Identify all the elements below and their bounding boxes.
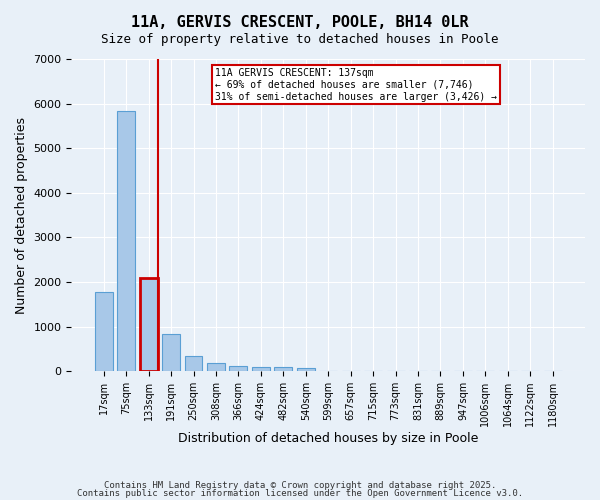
Bar [185, 356, 202, 371]
Bar [297, 368, 315, 371]
Text: Size of property relative to detached houses in Poole: Size of property relative to detached ho… [101, 32, 499, 46]
Text: 11A GERVIS CRESCENT: 137sqm
← 69% of detached houses are smaller (7,746)
31% of : 11A GERVIS CRESCENT: 137sqm ← 69% of det… [215, 68, 497, 102]
Bar [207, 362, 225, 371]
Bar [252, 367, 270, 371]
Y-axis label: Number of detached properties: Number of detached properties [15, 116, 28, 314]
Text: Contains public sector information licensed under the Open Government Licence v3: Contains public sector information licen… [77, 488, 523, 498]
Bar [229, 366, 247, 371]
Text: Contains HM Land Registry data © Crown copyright and database right 2025.: Contains HM Land Registry data © Crown c… [104, 481, 496, 490]
Bar [117, 111, 135, 371]
Bar [140, 278, 158, 371]
Bar [162, 334, 180, 371]
X-axis label: Distribution of detached houses by size in Poole: Distribution of detached houses by size … [178, 432, 478, 445]
Bar [274, 367, 292, 371]
Bar [95, 292, 113, 371]
Text: 11A, GERVIS CRESCENT, POOLE, BH14 0LR: 11A, GERVIS CRESCENT, POOLE, BH14 0LR [131, 15, 469, 30]
